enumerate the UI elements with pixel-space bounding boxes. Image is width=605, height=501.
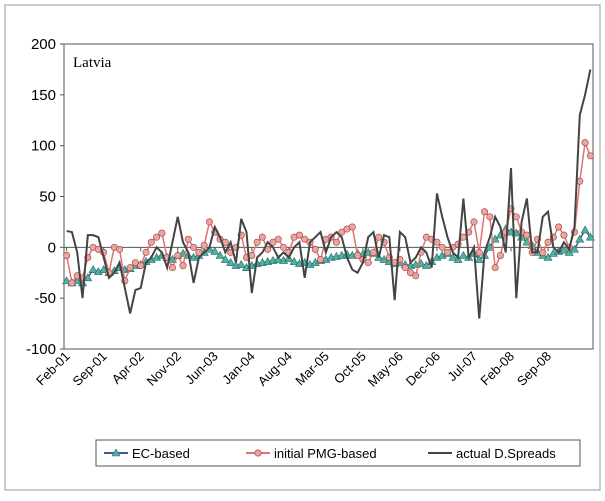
legend-marker xyxy=(254,449,262,457)
point-marker xyxy=(586,152,594,160)
point-marker xyxy=(179,262,187,270)
point-marker xyxy=(167,254,177,263)
point-marker xyxy=(116,245,124,253)
point-marker xyxy=(523,231,531,239)
y-tick-label: 50 xyxy=(39,189,56,206)
point-marker xyxy=(544,238,552,246)
point-marker xyxy=(210,246,220,255)
point-marker xyxy=(348,223,356,231)
point-marker xyxy=(496,251,504,259)
point-marker xyxy=(475,248,483,256)
point-marker xyxy=(369,248,377,256)
point-marker xyxy=(137,262,145,270)
point-marker xyxy=(332,238,340,246)
point-marker xyxy=(295,231,303,239)
point-marker xyxy=(459,233,467,241)
point-marker xyxy=(560,231,568,239)
point-marker xyxy=(490,234,500,243)
point-marker xyxy=(401,264,409,272)
y-tick-label: 150 xyxy=(31,87,56,104)
point-marker xyxy=(580,225,590,234)
point-marker xyxy=(491,264,499,272)
point-marker xyxy=(63,251,71,259)
legend xyxy=(95,439,581,467)
point-marker xyxy=(559,245,569,254)
point-marker xyxy=(481,208,489,216)
legend-label: initial PMG-based xyxy=(274,446,377,461)
point-marker xyxy=(226,257,236,266)
point-marker xyxy=(421,261,431,269)
point-marker xyxy=(474,254,484,263)
point-marker xyxy=(168,264,176,272)
point-marker xyxy=(543,252,553,261)
chart-title: Latvia xyxy=(73,55,112,71)
point-marker xyxy=(485,242,495,251)
point-marker xyxy=(438,243,446,251)
point-marker xyxy=(195,248,203,256)
point-marker xyxy=(444,248,452,256)
point-marker xyxy=(280,243,288,251)
point-marker xyxy=(406,269,414,277)
point-marker xyxy=(448,252,458,261)
point-marker xyxy=(274,235,282,243)
point-marker xyxy=(253,238,261,246)
point-marker xyxy=(273,254,283,263)
y-tick-label: 0 xyxy=(48,239,56,256)
point-marker xyxy=(379,254,389,263)
point-marker xyxy=(236,260,246,268)
point-marker xyxy=(575,234,585,243)
point-marker xyxy=(539,248,547,256)
point-marker xyxy=(486,213,494,221)
point-marker xyxy=(258,233,266,241)
legend-label: EC-based xyxy=(132,446,190,461)
point-marker xyxy=(569,244,580,253)
point-marker xyxy=(317,256,325,264)
point-marker xyxy=(354,251,362,259)
point-marker xyxy=(301,235,309,243)
point-marker xyxy=(269,238,277,246)
point-marker xyxy=(99,265,109,273)
point-marker xyxy=(215,250,225,259)
point-marker xyxy=(375,233,383,241)
point-marker xyxy=(453,254,463,263)
legend-marker xyxy=(111,448,121,457)
point-marker xyxy=(364,259,372,267)
point-marker xyxy=(153,233,161,241)
y-tick-label: -50 xyxy=(34,290,56,307)
point-marker xyxy=(174,251,182,259)
point-marker xyxy=(126,264,134,272)
y-tick-label: 200 xyxy=(31,36,56,53)
point-marker xyxy=(458,250,468,259)
point-marker xyxy=(585,232,595,241)
point-marker xyxy=(470,218,478,226)
point-marker xyxy=(412,272,420,280)
point-marker xyxy=(131,259,139,267)
point-marker xyxy=(433,238,441,246)
point-marker xyxy=(142,248,150,256)
point-marker xyxy=(205,218,213,226)
legend-label: actual D.Spreads xyxy=(456,446,556,461)
series-line xyxy=(66,69,592,319)
y-tick-label: -100 xyxy=(26,341,56,358)
point-marker xyxy=(220,254,230,263)
point-marker xyxy=(68,279,76,287)
point-marker xyxy=(190,243,198,251)
point-marker xyxy=(289,256,299,265)
point-marker xyxy=(147,238,155,246)
point-marker xyxy=(555,223,563,231)
point-marker xyxy=(184,235,192,243)
point-marker xyxy=(581,139,589,147)
point-marker xyxy=(311,245,319,253)
point-marker xyxy=(200,241,208,249)
point-marker xyxy=(88,265,98,273)
point-marker xyxy=(158,229,166,237)
y-tick-label: 100 xyxy=(31,138,56,155)
point-marker xyxy=(338,228,346,236)
